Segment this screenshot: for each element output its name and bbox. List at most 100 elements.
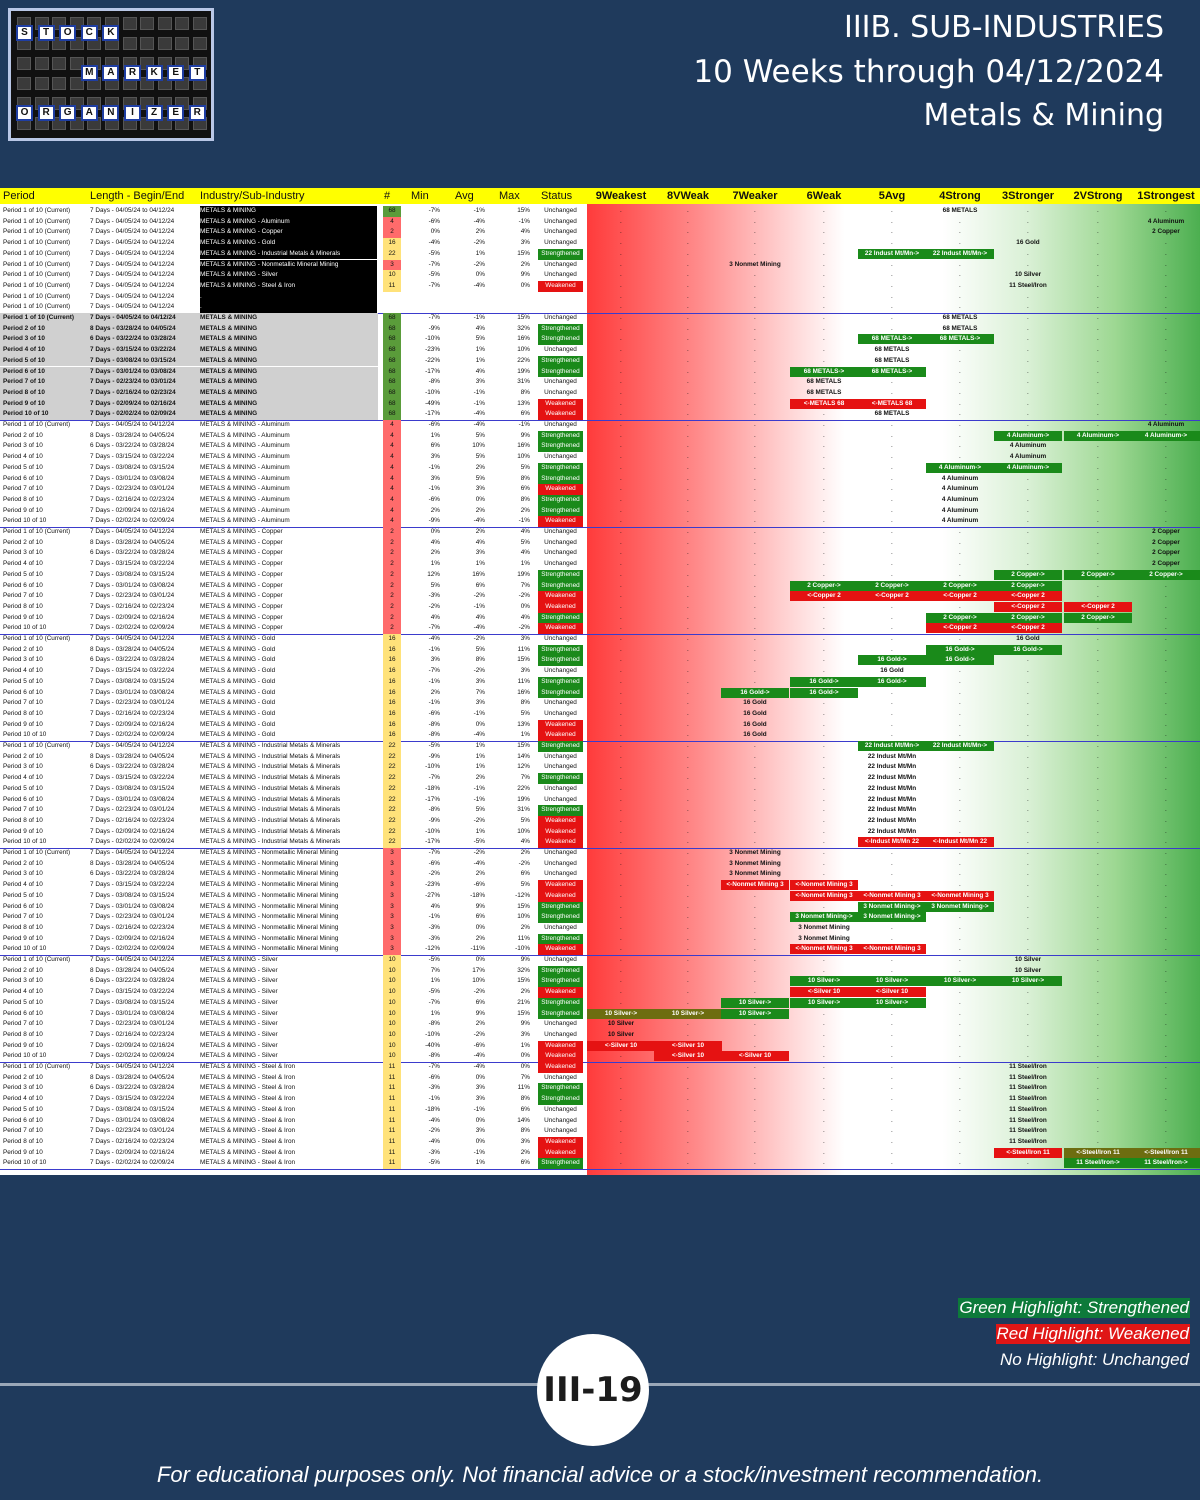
empty-rank-cell: . xyxy=(1027,677,1029,685)
cell-l: 7 Days - 04/05/24 to 04/12/24 xyxy=(90,849,175,856)
cell-l: 8 Days - 03/28/24 to 04/05/24 xyxy=(90,966,175,974)
empty-rank-cell: . xyxy=(891,356,893,364)
cell-avg: -11% xyxy=(470,945,485,953)
empty-rank-cell: . xyxy=(687,667,689,675)
cell-l: 7 Days - 02/16/24 to 02/23/24 xyxy=(90,388,176,396)
cell-max: 15% xyxy=(517,1009,530,1017)
legend-unchanged: No Highlight: Unchanged xyxy=(999,1350,1189,1369)
cell-p: Period 9 of 10 xyxy=(3,720,43,728)
table-row: Period 2 of 10 8 Days - 03/28/24 to 04/05… xyxy=(0,537,1200,549)
cell-avg: 9% xyxy=(475,902,485,910)
cell-min: -27% xyxy=(425,891,440,899)
cell-min: -2% xyxy=(428,1127,440,1135)
cell-p: Period 8 of 10 xyxy=(3,709,43,717)
cell-avg: -6% xyxy=(473,881,485,889)
empty-rank-cell: . xyxy=(823,314,825,321)
cell-avg: -6% xyxy=(473,1041,485,1049)
cell-max: 1% xyxy=(520,560,530,568)
cell-n: 68 xyxy=(383,313,401,324)
cell-st: Unchanged xyxy=(544,549,577,557)
cell-min: -18% xyxy=(425,1105,440,1113)
cell-ind: METALS & MINING - Industrial Metals & Mi… xyxy=(200,784,341,792)
empty-rank-cell: . xyxy=(823,956,825,963)
empty-rank-cell: . xyxy=(1165,292,1167,300)
empty-rank-cell: . xyxy=(891,538,893,546)
empty-rank-cell: . xyxy=(620,281,622,289)
empty-rank-cell: . xyxy=(620,784,622,792)
cell-avg: 1% xyxy=(475,249,485,257)
empty-rank-cell: . xyxy=(754,1148,756,1156)
empty-rank-cell: . xyxy=(687,453,689,461)
cell-p: Period 7 of 10 xyxy=(3,485,43,493)
cell-max: 3% xyxy=(520,635,530,642)
empty-rank-cell: . xyxy=(620,859,622,867)
empty-rank-cell: . xyxy=(891,292,893,300)
empty-rank-cell: . xyxy=(754,356,756,364)
empty-rank-cell: . xyxy=(620,881,622,889)
cell-ind: . xyxy=(200,292,202,300)
empty-rank-cell: . xyxy=(1165,228,1167,236)
empty-rank-cell: . xyxy=(754,249,756,257)
cell-max: 16% xyxy=(517,688,530,696)
empty-rank-cell: . xyxy=(1027,1052,1029,1060)
rank-cell: <-Silver 10 xyxy=(790,987,858,998)
cell-ind: METALS & MINING xyxy=(200,399,258,407)
table-row: Period 7 of 10 7 Days - 02/23/24 to 03/01… xyxy=(0,484,1200,495)
table-row: Period 7 of 10 7 Days - 02/23/24 to 03/01… xyxy=(0,1019,1200,1030)
rank-cell: 3 Nonmet Mining-> xyxy=(926,901,994,912)
empty-rank-cell: . xyxy=(1165,592,1167,600)
cell-ind: METALS & MINING - Copper xyxy=(200,570,283,578)
empty-rank-cell: . xyxy=(959,720,961,728)
cell-l: 7 Days - 03/08/24 to 03/15/24 xyxy=(90,1105,175,1113)
cell-max: 3% xyxy=(520,239,530,247)
empty-rank-cell: . xyxy=(823,1137,825,1145)
empty-rank-cell: . xyxy=(1027,1105,1029,1113)
empty-rank-cell: . xyxy=(1027,1159,1029,1167)
cell-l: 7 Days - 04/05/24 to 04/12/24 xyxy=(90,528,175,535)
cell-n: 3 xyxy=(383,858,401,870)
empty-rank-cell: . xyxy=(823,570,825,578)
cell-st: Unchanged xyxy=(544,271,577,279)
empty-rank-cell: . xyxy=(687,388,689,396)
empty-rank-cell: . xyxy=(891,1020,893,1028)
empty-rank-cell: . xyxy=(823,485,825,493)
empty-rank-cell: . xyxy=(1097,913,1099,921)
section-divider xyxy=(0,740,1200,742)
rank-cell: 2 Copper-> xyxy=(1064,569,1132,580)
empty-rank-cell: . xyxy=(1165,1073,1167,1081)
rank-cell: 11 Steel/Iron xyxy=(1009,1137,1047,1145)
empty-rank-cell: . xyxy=(891,1105,893,1113)
empty-rank-cell: . xyxy=(1027,709,1029,717)
cell-max: 2% xyxy=(520,506,530,514)
cell-st: Unchanged xyxy=(544,388,577,396)
empty-rank-cell: . xyxy=(823,849,825,856)
cell-ind: METALS & MINING - Gold xyxy=(200,667,276,675)
empty-rank-cell: . xyxy=(687,1148,689,1156)
rank-cell: 10 Silver xyxy=(1014,966,1042,974)
cell-n: 16 xyxy=(383,655,401,667)
empty-rank-cell: . xyxy=(620,1148,622,1156)
table-row: Period 5 of 10 7 Days - 03/08/24 to 03/15… xyxy=(0,569,1200,581)
cell-l: 7 Days - 03/08/24 to 03/15/24 xyxy=(90,463,175,471)
empty-rank-cell: . xyxy=(823,474,825,482)
empty-rank-cell: . xyxy=(891,870,893,878)
empty-rank-cell: . xyxy=(1097,356,1099,364)
cell-st: Weakened xyxy=(538,601,583,613)
cell-p: Period 3 of 10 xyxy=(3,1084,43,1092)
cell-avg: 4% xyxy=(475,613,485,621)
cell-p: Period 1 of 10 (Current) xyxy=(3,217,71,225)
empty-rank-cell: . xyxy=(1097,399,1099,407)
cell-l: 7 Days - 03/08/24 to 03/15/24 xyxy=(90,356,176,364)
table-row: Period 9 of 10 7 Days - 02/09/24 to 02/16… xyxy=(0,398,1200,410)
empty-rank-cell: . xyxy=(1097,453,1099,461)
cell-avg: 6% xyxy=(475,998,485,1006)
empty-rank-cell: . xyxy=(959,495,961,503)
cell-max: 31% xyxy=(517,806,530,814)
cell-p: Period 4 of 10 xyxy=(3,988,43,996)
empty-rank-cell: . xyxy=(891,570,893,578)
cell-avg: 17% xyxy=(472,966,485,974)
table-row: Period 1 of 10 (Current) 7 Days - 04/05/2… xyxy=(0,741,1200,752)
empty-rank-cell: . xyxy=(620,399,622,407)
empty-rank-cell: . xyxy=(823,549,825,557)
empty-rank-cell: . xyxy=(620,442,622,450)
